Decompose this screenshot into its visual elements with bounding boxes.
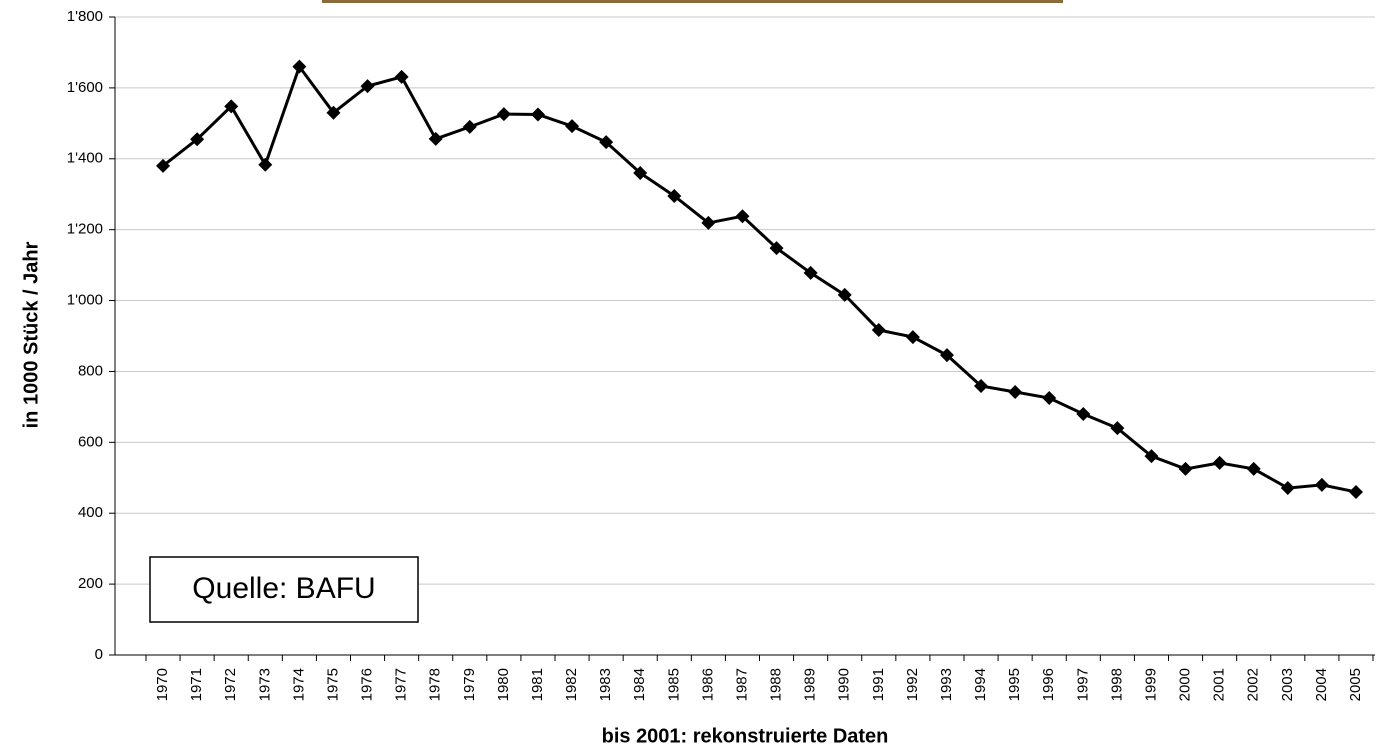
y-axis-label: in 1000 Stück / Jahr	[20, 241, 42, 428]
x-tick-label: 2000	[1177, 668, 1194, 701]
x-tick-label: 2005	[1347, 668, 1364, 701]
marker	[395, 70, 409, 84]
y-tick-label: 0	[95, 646, 103, 663]
chart: in 1000 Stück / Jahr bis 2001: rekonstru…	[0, 0, 1376, 751]
data-line	[163, 67, 1356, 492]
x-tick-label: 1988	[768, 668, 785, 701]
marker	[429, 132, 443, 146]
x-tick-label: 1971	[188, 668, 205, 701]
y-tick-label: 1'200	[67, 221, 103, 238]
marker	[258, 158, 272, 172]
x-tick-label: 2001	[1211, 668, 1228, 701]
marker	[1213, 456, 1227, 470]
marker	[1247, 462, 1261, 476]
marker	[1315, 478, 1329, 492]
x-tick-label: 2003	[1279, 668, 1296, 701]
x-tick-label: 1979	[461, 668, 478, 701]
marker	[1349, 485, 1363, 499]
x-tick-label: 1984	[631, 668, 648, 701]
y-tick-label: 1'600	[67, 79, 103, 96]
x-tick-label: 1980	[495, 668, 512, 701]
marker	[463, 120, 477, 134]
y-tick-label: 1'000	[67, 292, 103, 309]
x-tick-label: 1975	[324, 668, 341, 701]
marker	[906, 330, 920, 344]
marker	[1042, 391, 1056, 405]
y-tick-label: 600	[78, 433, 103, 450]
y-tick-label: 200	[78, 575, 103, 592]
marker	[1179, 462, 1193, 476]
x-tick-label: 1973	[256, 668, 273, 701]
x-tick-label: 1970	[154, 668, 171, 701]
x-tick-label: 1982	[563, 668, 580, 701]
x-tick-label: 1995	[1006, 668, 1023, 701]
x-tick-label: 1976	[359, 668, 376, 701]
x-tick-label: 1996	[1040, 668, 1057, 701]
x-tick-label: 1999	[1142, 668, 1159, 701]
x-tick-label: 1981	[529, 668, 546, 701]
x-tick-label: 1989	[802, 668, 819, 701]
x-tick-label: 1998	[1108, 668, 1125, 701]
y-tick-label: 800	[78, 362, 103, 379]
x-tick-label: 1986	[699, 668, 716, 701]
x-tick-label: 1974	[290, 668, 307, 701]
marker	[1008, 385, 1022, 399]
marker	[1076, 407, 1090, 421]
x-tick-label: 1983	[597, 668, 614, 701]
marker	[497, 107, 511, 121]
x-tick-label: 1987	[733, 668, 750, 701]
photo-strip	[322, 0, 1063, 3]
x-tick-label: 1997	[1074, 668, 1091, 701]
y-tick-label: 400	[78, 504, 103, 521]
annotation: Quelle: BAFU	[192, 572, 375, 605]
x-tick-label: 1985	[665, 668, 682, 701]
x-tick-label: 2004	[1313, 668, 1330, 701]
marker	[531, 107, 545, 121]
marker	[1281, 481, 1295, 495]
x-tick-label: 1990	[836, 668, 853, 701]
y-tick-label: 1'400	[67, 150, 103, 167]
x-tick-label: 1972	[222, 668, 239, 701]
x-tick-label: 1977	[393, 668, 410, 701]
x-axis-label: bis 2001: rekonstruierte Daten	[602, 725, 889, 747]
x-tick-label: 1994	[972, 668, 989, 701]
x-tick-label: 2002	[1245, 668, 1262, 701]
marker	[565, 119, 579, 133]
x-tick-label: 1992	[904, 668, 921, 701]
y-tick-label: 1'800	[67, 8, 103, 25]
x-tick-label: 1993	[938, 668, 955, 701]
x-tick-label: 1978	[427, 668, 444, 701]
x-tick-label: 1991	[870, 668, 887, 701]
